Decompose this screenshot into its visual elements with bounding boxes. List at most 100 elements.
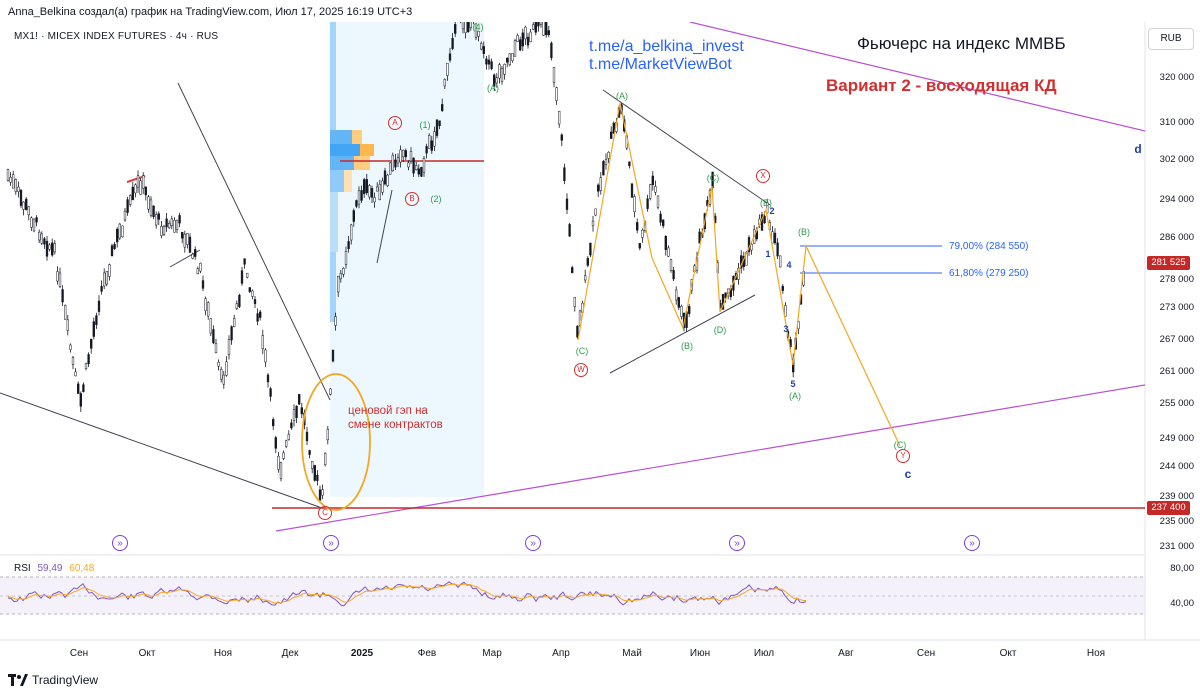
candle-body (503, 64, 506, 75)
currency-button[interactable]: RUB (1148, 28, 1194, 50)
candle-body (272, 419, 275, 427)
candle-body (485, 58, 488, 65)
candle-body (584, 275, 587, 281)
candle-body (136, 175, 140, 188)
candle-body (186, 233, 189, 245)
candle-body (318, 489, 322, 501)
candle-body (35, 217, 38, 223)
candle-body (142, 175, 145, 189)
candle-body (638, 243, 641, 249)
candle-body (264, 349, 267, 363)
candle-body (116, 228, 119, 243)
time-axis-label: Авг (838, 648, 854, 659)
candle-body (763, 215, 766, 224)
candle-body (256, 313, 259, 322)
candle-body (669, 259, 673, 271)
wave-label-x_red: X (756, 169, 770, 183)
candle-body (305, 431, 309, 442)
candle-body (261, 335, 264, 350)
candle-body (311, 461, 314, 469)
candle-body (168, 222, 171, 229)
candle-body (376, 186, 379, 192)
candle-body (334, 316, 337, 326)
violet-lower-line (275, 384, 1146, 532)
candle-body (537, 22, 540, 27)
candle-body (526, 36, 530, 46)
candle-body (6, 169, 10, 181)
candle-body (565, 198, 569, 210)
candle-body (766, 202, 769, 214)
chart-title-note: Фьючерс на индекс ММВБ (857, 34, 1066, 53)
variant-note: Вариант 2 - восходящая КД (826, 76, 1057, 95)
candle-body (563, 167, 566, 181)
candle-body (469, 22, 472, 29)
time-axis-label: Окт (999, 648, 1017, 659)
volume-profile (330, 22, 374, 322)
candle-body (251, 290, 254, 297)
candle-body (721, 294, 725, 310)
candlestick-series (6, 22, 805, 501)
jump-forward-icon[interactable]: » (112, 535, 128, 551)
candle-body (529, 31, 532, 42)
candle-body (139, 180, 142, 195)
candle-body (352, 210, 355, 222)
candle-body (123, 210, 127, 221)
candle-body (22, 201, 25, 210)
candle-body (277, 455, 280, 470)
candle-body (487, 59, 491, 65)
candle-body (441, 104, 444, 111)
wave-label-wa_top: (A) (487, 83, 499, 93)
candle-body (399, 149, 402, 163)
candle-body (394, 159, 397, 168)
candle-body (438, 120, 441, 126)
wave-label-wc3: (C) (893, 440, 907, 450)
symbol-title[interactable]: MX1! · MICEX INDEX FUTURES · 4ч · RUS (14, 31, 219, 42)
candle-body (542, 22, 545, 36)
time-axis-label: Мар (482, 648, 502, 659)
candle-body (773, 232, 777, 244)
candle-body (240, 270, 244, 284)
candle-body (56, 271, 59, 282)
jump-forward-icon[interactable]: » (964, 535, 980, 551)
candle-body (25, 198, 28, 210)
tradingview-icon (8, 674, 28, 686)
wave-label-ld: d (1134, 142, 1142, 156)
candle-body (110, 245, 114, 257)
candle-body (14, 179, 17, 192)
jump-forward-icon[interactable]: » (525, 535, 541, 551)
candle-body (448, 53, 452, 61)
candle-body (162, 226, 166, 235)
time-axis-label: Дек (281, 648, 299, 659)
candle-body (108, 264, 111, 277)
jump-forward-icon[interactable]: » (323, 535, 339, 551)
jump-forward-icon[interactable]: » (729, 535, 745, 551)
candle-body (461, 22, 465, 30)
candle-body (607, 152, 610, 159)
candle-body (389, 162, 392, 175)
rsi-value: 59,49 (37, 563, 63, 574)
candle-body (118, 223, 121, 239)
candle-body (329, 388, 332, 395)
rsi-legend[interactable]: RSI 59,49 60,48 (14, 563, 94, 574)
candle-body (443, 79, 446, 87)
candle-body (365, 179, 368, 194)
candle-body (576, 325, 579, 338)
candle-body (573, 297, 576, 307)
candle-body (378, 184, 381, 200)
price-chart[interactable] (0, 22, 1200, 662)
candle-body (201, 280, 205, 289)
candle-body (209, 318, 212, 334)
candle-body (253, 299, 257, 305)
candle-body (295, 405, 298, 418)
candle-body (781, 286, 784, 291)
candle-body (360, 190, 363, 201)
candle-body (290, 422, 293, 429)
candle-body (760, 214, 764, 231)
candle-body (396, 157, 400, 164)
candle-body (199, 262, 202, 272)
candle-body (170, 218, 173, 227)
candle-body (259, 311, 262, 318)
candle-body (519, 39, 522, 51)
candle-body (285, 440, 288, 447)
candle-body (66, 319, 69, 331)
